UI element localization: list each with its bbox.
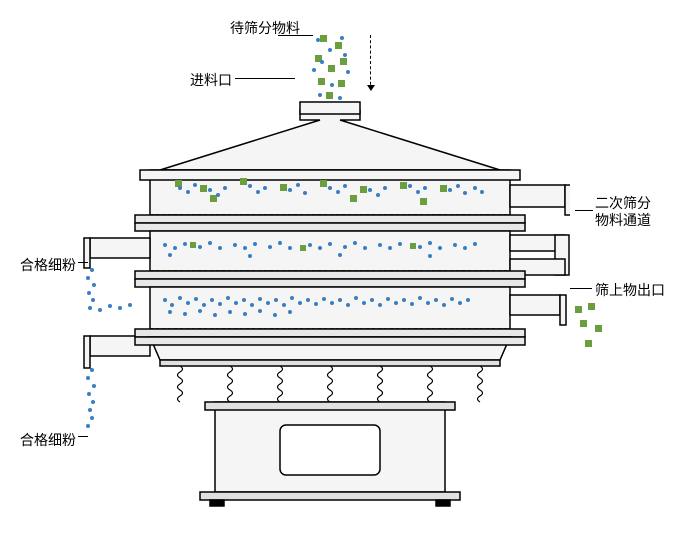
label-qualified-fine-2: 合格细粉 (20, 430, 76, 450)
sieve-machine-diagram (80, 80, 570, 510)
label-oversize-outlet: 筛上物出口 (595, 280, 665, 300)
leader-line (570, 288, 592, 289)
label-feed-inlet: 进料口 (190, 70, 232, 90)
leader-line (235, 78, 295, 79)
leader-line (575, 210, 593, 211)
leader-line (78, 262, 88, 263)
leader-line (78, 436, 88, 437)
label-secondary-line2: 物料通道 (595, 212, 651, 228)
label-qualified-fine-1: 合格细粉 (20, 255, 76, 275)
label-secondary-channel: 二次筛分 物料通道 (595, 195, 665, 229)
leader-line (278, 35, 313, 36)
flow-arrow-icon (370, 35, 371, 90)
label-secondary-line1: 二次筛分 (595, 195, 651, 211)
right-output-particles (575, 303, 602, 347)
